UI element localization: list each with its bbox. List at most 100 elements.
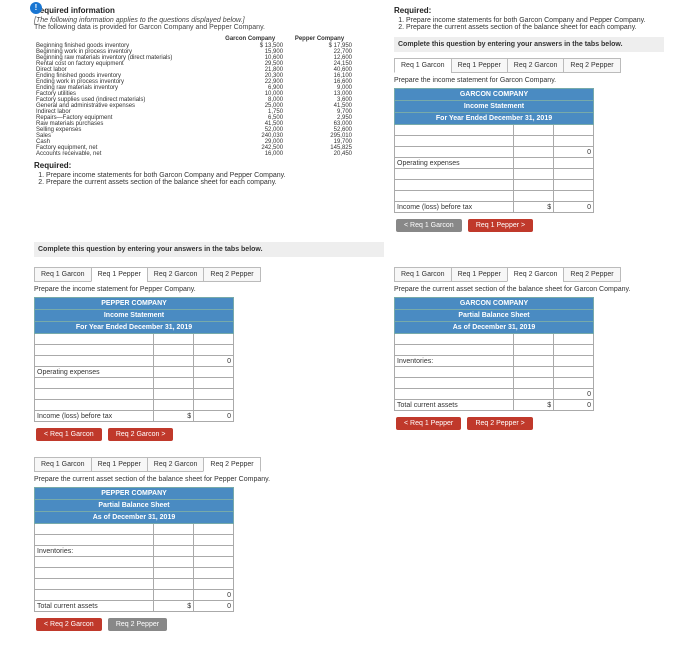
cell[interactable] <box>395 389 514 400</box>
tab[interactable]: Req 2 Garcon <box>147 457 205 472</box>
cell[interactable] <box>395 136 514 147</box>
nav-next-pepper-is[interactable]: Req 2 Garcon > <box>108 428 174 441</box>
cell[interactable] <box>514 334 554 345</box>
tab-req1-pepper[interactable]: Req 1 Pepper <box>451 58 508 73</box>
cell[interactable]: 0 <box>554 389 594 400</box>
cell[interactable] <box>154 378 194 389</box>
cell[interactable] <box>194 389 234 400</box>
cell[interactable] <box>395 345 514 356</box>
cell[interactable]: 0 <box>194 601 234 612</box>
cell[interactable] <box>154 389 194 400</box>
cell[interactable] <box>154 524 194 535</box>
cell[interactable] <box>194 546 234 557</box>
cell[interactable] <box>514 158 554 169</box>
cell[interactable]: $ <box>154 601 194 612</box>
cell[interactable] <box>154 546 194 557</box>
cell[interactable] <box>35 557 154 568</box>
tab[interactable]: Req 2 Pepper <box>563 267 620 282</box>
cell[interactable] <box>35 400 154 411</box>
tab[interactable]: Req 2 Pepper <box>203 267 260 282</box>
cell[interactable]: 0 <box>554 202 594 213</box>
cell[interactable] <box>35 356 154 367</box>
cell[interactable] <box>514 378 554 389</box>
cell[interactable]: 0 <box>554 400 594 411</box>
cell[interactable] <box>514 136 554 147</box>
cell[interactable] <box>35 345 154 356</box>
cell[interactable]: $ <box>154 411 194 422</box>
cell[interactable] <box>395 180 514 191</box>
cell[interactable] <box>514 125 554 136</box>
cell[interactable] <box>154 579 194 590</box>
tab[interactable]: Req 1 Garcon <box>34 267 92 282</box>
nav-next-garcon-bs[interactable]: Req 2 Pepper > <box>467 417 532 430</box>
cell[interactable]: 0 <box>194 590 234 601</box>
cell[interactable] <box>554 345 594 356</box>
cell[interactable]: 0 <box>194 356 234 367</box>
cell[interactable] <box>35 334 154 345</box>
tab-req2-pepper[interactable]: Req 2 Pepper <box>563 58 620 73</box>
cell[interactable] <box>514 356 554 367</box>
cell[interactable] <box>154 367 194 378</box>
tab[interactable]: Req 1 Pepper <box>91 267 148 282</box>
cell[interactable] <box>514 389 554 400</box>
cell[interactable] <box>395 169 514 180</box>
cell[interactable] <box>194 579 234 590</box>
tab-req1-garcon[interactable]: Req 1 Garcon <box>394 58 452 73</box>
cell[interactable] <box>35 590 154 601</box>
cell[interactable] <box>194 535 234 546</box>
cell[interactable] <box>35 579 154 590</box>
nav-prev-pepper-is[interactable]: < Req 1 Garcon <box>36 428 102 441</box>
tab[interactable]: Req 2 Garcon <box>507 267 565 282</box>
cell[interactable] <box>35 524 154 535</box>
cell[interactable] <box>554 136 594 147</box>
cell[interactable] <box>154 535 194 546</box>
cell[interactable] <box>554 356 594 367</box>
cell[interactable] <box>194 378 234 389</box>
cell[interactable] <box>154 557 194 568</box>
cell[interactable] <box>554 125 594 136</box>
cell[interactable] <box>395 378 514 389</box>
cell[interactable] <box>154 400 194 411</box>
cell[interactable] <box>554 169 594 180</box>
tab-req2-garcon[interactable]: Req 2 Garcon <box>507 58 565 73</box>
cell[interactable] <box>35 378 154 389</box>
cell[interactable] <box>395 147 514 158</box>
cell[interactable] <box>35 389 154 400</box>
nav-prev-garcon-is[interactable]: < Req 1 Garcon <box>396 219 462 232</box>
cell[interactable] <box>194 568 234 579</box>
cell[interactable] <box>514 367 554 378</box>
cell[interactable]: 0 <box>554 147 594 158</box>
cell[interactable] <box>554 367 594 378</box>
cell[interactable] <box>154 334 194 345</box>
tab[interactable]: Req 1 Garcon <box>34 457 92 472</box>
cell[interactable] <box>554 334 594 345</box>
cell[interactable] <box>395 191 514 202</box>
cell[interactable]: $ <box>514 400 554 411</box>
cell[interactable] <box>194 400 234 411</box>
cell[interactable] <box>194 557 234 568</box>
cell[interactable] <box>194 524 234 535</box>
nav-next-garcon-is[interactable]: Req 1 Pepper > <box>468 219 533 232</box>
cell[interactable] <box>554 191 594 202</box>
tab[interactable]: Req 2 Pepper <box>203 457 260 472</box>
cell[interactable] <box>395 125 514 136</box>
nav-prev-garcon-bs[interactable]: < Req 1 Pepper <box>396 417 461 430</box>
cell[interactable] <box>154 345 194 356</box>
tab[interactable]: Req 1 Pepper <box>451 267 508 282</box>
cell[interactable] <box>514 147 554 158</box>
cell[interactable] <box>554 158 594 169</box>
cell[interactable] <box>514 180 554 191</box>
nav-prev-pepper-bs[interactable]: < Req 2 Garcon <box>36 618 102 631</box>
nav-next-pepper-bs[interactable]: Req 2 Pepper <box>108 618 167 631</box>
cell[interactable] <box>154 356 194 367</box>
cell[interactable] <box>554 378 594 389</box>
cell[interactable] <box>514 169 554 180</box>
cell[interactable] <box>514 191 554 202</box>
cell[interactable] <box>514 345 554 356</box>
cell[interactable] <box>194 345 234 356</box>
tab[interactable]: Req 1 Garcon <box>394 267 452 282</box>
cell[interactable] <box>194 367 234 378</box>
cell[interactable]: 0 <box>194 411 234 422</box>
cell[interactable] <box>154 568 194 579</box>
cell[interactable] <box>554 180 594 191</box>
